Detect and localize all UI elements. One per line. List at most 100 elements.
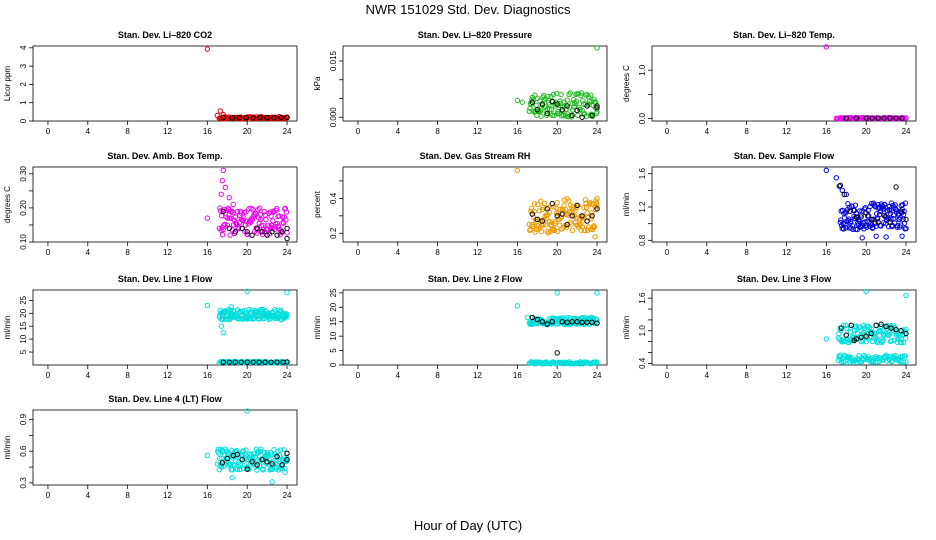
x-tick-label: 12 [782,371,791,380]
reference-point [847,208,853,214]
data-point [244,288,250,294]
data-point [274,205,280,212]
data-point [883,234,889,240]
data-point [220,111,226,118]
data-point [852,334,858,341]
data-point [573,215,579,222]
x-tick-label: 0 [46,248,51,257]
reference-point [579,319,585,326]
reference-point [594,320,600,326]
data-point [240,217,246,224]
reference-point [249,232,255,238]
data-point [218,213,225,219]
reference-point [554,350,560,356]
data-point [901,208,907,215]
plot-frame [651,45,917,122]
data-point [557,206,563,213]
data-point [837,219,843,226]
reference-point [574,202,580,209]
reference-point [594,105,600,111]
y-tick-label: 25 [19,295,28,304]
data-point [847,218,854,225]
data-point [228,304,234,310]
reference-point [594,103,600,109]
reference-point [250,359,256,365]
reference-point [244,229,250,235]
data-point [218,227,224,233]
chart-title: Stan. Dev. Li–820 Pressure [418,30,532,40]
y-tick-label: 0 [19,118,28,123]
data-point [594,203,600,209]
data-point [862,327,868,334]
data-point [567,90,574,96]
data-point [229,447,235,454]
data-point [204,215,211,221]
reference-point [271,115,277,121]
data-point [594,317,600,323]
x-tick-label: 16 [203,248,212,257]
data-point [532,229,538,235]
data-point [573,98,580,105]
reference-point [898,328,904,334]
x-tick-label: 0 [665,371,670,380]
data-point [241,316,247,322]
data-point [225,306,231,313]
reference-point [881,115,887,121]
x-tick-label: 20 [553,371,562,380]
reference-point [278,114,284,121]
chart-panel-8: Stan. Dev. Line 2 Flow ml/min 0 4 8 12 16 20 24 0… [313,274,608,380]
data-point [838,327,844,334]
data-point [589,210,595,216]
data-point [282,469,288,476]
x-tick-label: 4 [86,127,91,136]
reference-point [243,115,249,121]
x-tick-label: 0 [46,127,51,136]
plot-frame [342,289,608,366]
data-point [531,201,538,207]
y-axis-label: kPa [313,76,322,90]
data-point [859,235,865,241]
data-point [246,466,252,472]
data-point [874,359,880,365]
x-tick-label: 24 [283,491,292,500]
data-point [594,195,600,202]
reference-point [574,319,580,325]
data-point [823,167,830,174]
chart-panel-6: Stan. Dev. Sample Flow ml/min 0 4 8 12 16 20 24 0… [622,151,917,257]
reference-point [589,319,595,326]
data-point [559,104,565,110]
y-axis-label: ml/min [3,436,12,460]
reference-point [238,359,244,365]
x-tick-label: 20 [862,371,871,380]
data-point [582,197,589,203]
data-point [529,97,535,103]
reference-point [887,219,893,225]
data-series [204,288,290,366]
x-tick-label: 8 [435,248,440,257]
data-point [276,213,282,219]
data-point [217,455,223,462]
data-point [849,223,856,229]
data-point [594,45,600,51]
reference-point [554,213,560,219]
reference-point [838,325,844,331]
data-point [885,332,892,339]
reference-point [264,232,270,238]
x-tick-label: 0 [356,371,361,380]
x-tick-label: 20 [243,248,252,257]
data-point [898,339,905,346]
data-series [204,167,290,242]
data-point [269,479,275,485]
data-point [837,352,843,358]
data-point [884,208,891,214]
reference-point [284,450,290,457]
x-tick-label: 8 [744,371,749,380]
data-point [588,92,594,98]
data-point [890,215,896,222]
data-point [528,205,535,212]
plot-frame [32,409,298,486]
reference-point [589,213,595,219]
plot-frame [342,45,608,122]
data-point [575,224,582,230]
